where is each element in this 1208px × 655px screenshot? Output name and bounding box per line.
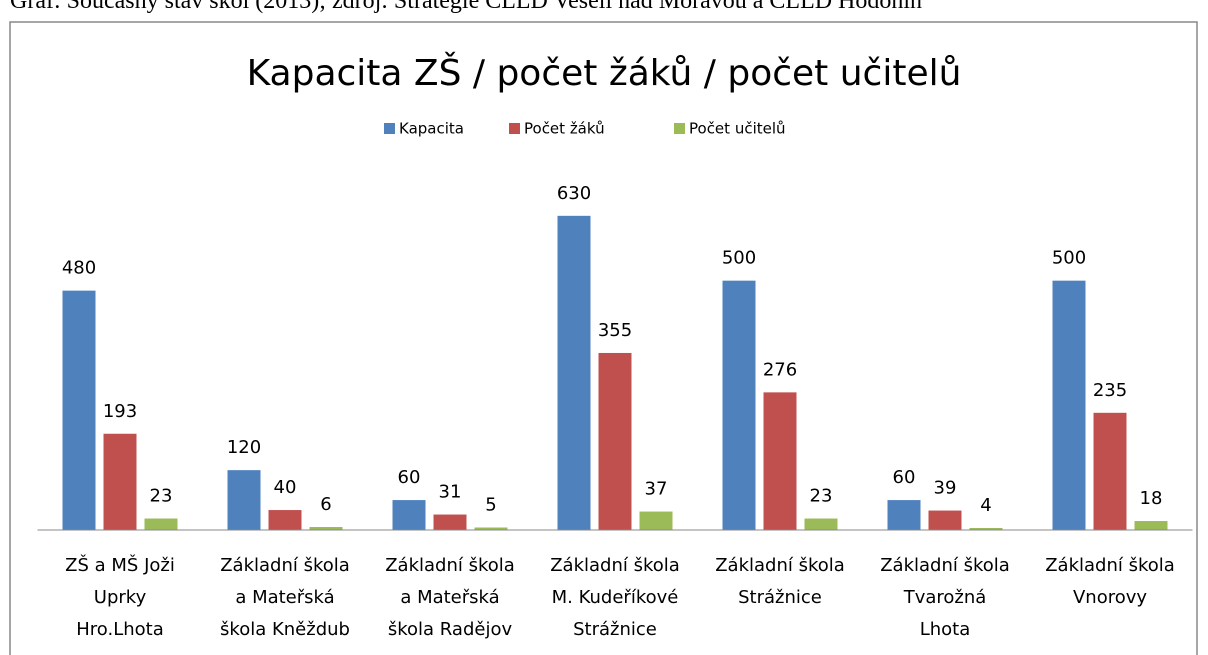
data-label: 355 bbox=[598, 320, 632, 341]
data-label: 39 bbox=[934, 478, 957, 499]
bar bbox=[1052, 280, 1086, 530]
data-label: 23 bbox=[150, 486, 173, 507]
x-tick-label: Základní škola a Mateřská škola Kněždub bbox=[220, 555, 350, 640]
chart-title: Kapacita ZŠ / počet žáků / počet učitelů bbox=[247, 52, 962, 94]
x-tick-label: Základní škola Strážnice bbox=[715, 555, 845, 608]
bar bbox=[144, 518, 178, 530]
data-label: 500 bbox=[722, 248, 756, 269]
data-label: 23 bbox=[810, 486, 833, 507]
bar bbox=[62, 290, 96, 530]
data-label: 193 bbox=[103, 401, 137, 422]
legend-swatch bbox=[509, 123, 520, 134]
bar bbox=[474, 527, 508, 530]
data-label: 37 bbox=[645, 479, 668, 500]
x-tick-label: Základní škola Vnorovy bbox=[1045, 555, 1175, 608]
data-label: 18 bbox=[1140, 488, 1163, 509]
data-label: 500 bbox=[1052, 248, 1086, 269]
chart-frame bbox=[9, 21, 1198, 655]
legend-swatch bbox=[384, 123, 395, 134]
bar bbox=[722, 280, 756, 530]
x-tick-label: Základní škola a Mateřská škola Radějov bbox=[385, 555, 515, 640]
bar bbox=[557, 215, 591, 530]
caption: Graf: Současný stav škol (2013); zdroj: … bbox=[10, 0, 923, 14]
legend-label: Počet učitelů bbox=[689, 120, 786, 138]
data-label: 6 bbox=[320, 494, 331, 515]
data-label: 60 bbox=[893, 467, 916, 488]
bar bbox=[639, 511, 673, 530]
bar bbox=[969, 528, 1003, 530]
data-label: 480 bbox=[62, 258, 96, 279]
x-tick-label: Základní škola Tvarožná Lhota bbox=[880, 555, 1010, 640]
x-tick-label: ZŠ a MŠ Joži Uprky Hro.Lhota bbox=[65, 555, 175, 640]
legend-label: Kapacita bbox=[399, 120, 464, 138]
bar bbox=[227, 470, 261, 530]
bar bbox=[1093, 412, 1127, 530]
data-label: 630 bbox=[557, 183, 591, 204]
bar bbox=[103, 433, 137, 530]
bar bbox=[887, 500, 921, 530]
data-label: 235 bbox=[1093, 380, 1127, 401]
bar bbox=[268, 510, 302, 530]
bar bbox=[598, 352, 632, 530]
data-label: 40 bbox=[274, 477, 297, 498]
bar bbox=[928, 510, 962, 530]
data-label: 31 bbox=[439, 482, 462, 503]
data-label: 276 bbox=[763, 359, 797, 380]
data-label: 60 bbox=[398, 467, 421, 488]
bar bbox=[804, 518, 838, 530]
bar bbox=[392, 500, 426, 530]
data-label: 5 bbox=[485, 495, 496, 516]
bar bbox=[763, 392, 797, 530]
bar bbox=[309, 527, 343, 530]
data-label: 120 bbox=[227, 437, 261, 458]
legend-swatch bbox=[674, 123, 685, 134]
x-tick-label: Základní škola M. Kudeříkové Strážnice bbox=[550, 555, 680, 640]
legend-label: Počet žáků bbox=[524, 120, 605, 138]
bar bbox=[1134, 521, 1168, 530]
bar bbox=[433, 514, 467, 530]
data-label: 4 bbox=[980, 495, 991, 516]
